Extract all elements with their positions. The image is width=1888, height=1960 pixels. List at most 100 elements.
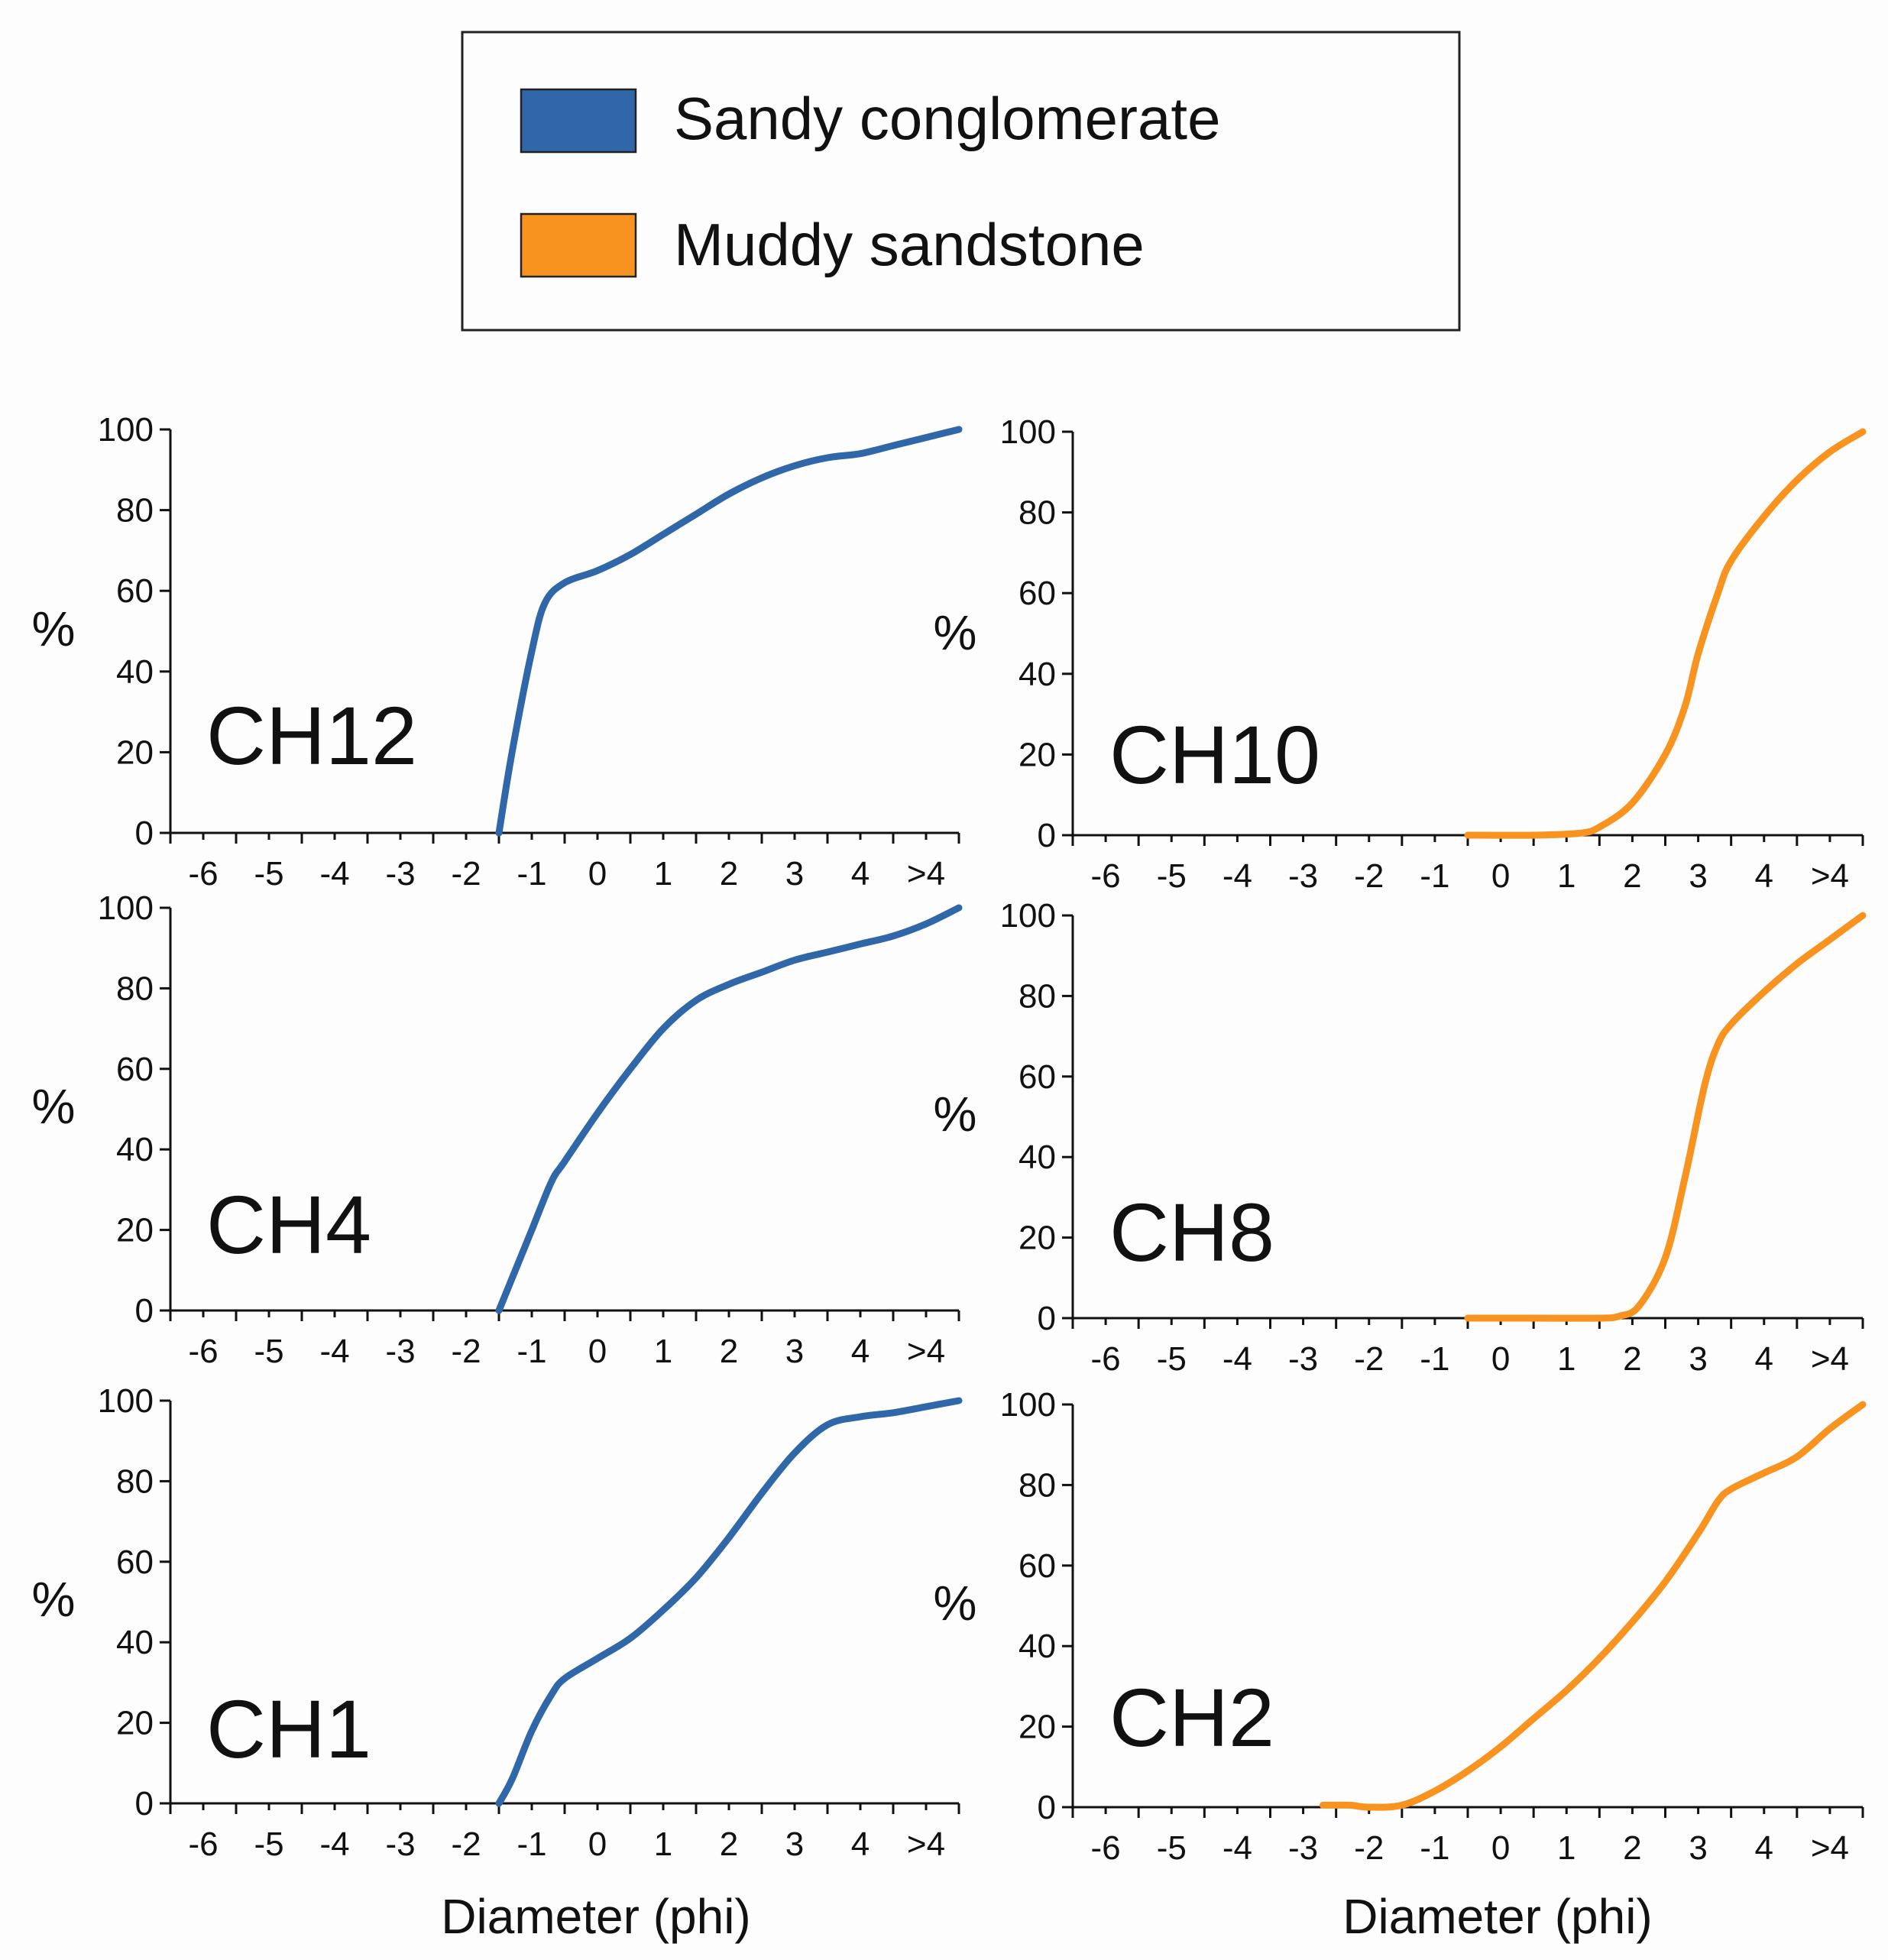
y-tick-label: 60 [1018, 1058, 1056, 1096]
x-tick-label: -5 [1157, 1340, 1187, 1378]
x-axis-label: Diameter (phi) [1342, 1889, 1652, 1944]
x-tick-label: 4 [1755, 857, 1773, 895]
y-tick-label: 0 [135, 815, 154, 852]
x-tick-label: -3 [385, 1826, 415, 1863]
x-tick-label: -4 [319, 1826, 349, 1863]
x-tick-label: -4 [1223, 1340, 1252, 1378]
x-tick-label: -4 [1223, 857, 1252, 895]
x-tick-label: -5 [254, 1333, 283, 1370]
y-tick-label: 20 [116, 1212, 154, 1249]
x-tick-label: -6 [188, 1826, 218, 1863]
y-tick-label: 0 [1038, 817, 1056, 854]
x-tick-label: -3 [385, 855, 415, 893]
y-axis-label: % [934, 1576, 977, 1631]
panel-ch2: 0 20 40 60 80 100 -6 -5 -4 -3 -2 -1 0 1 2 3 4 >4% CH2 Diame… [934, 1386, 1867, 1944]
y-tick-label: 80 [1018, 494, 1056, 532]
y-tick-label: 40 [116, 653, 154, 691]
sample-label-ch8: CH8 [1109, 1186, 1274, 1278]
x-tick-label: >4 [1811, 857, 1849, 895]
y-tick-label: 80 [116, 492, 154, 530]
sample-label-ch4: CH4 [206, 1178, 371, 1271]
x-tick-label: -2 [451, 1826, 481, 1863]
panel-ch12: 0 20 40 60 80 100 -6 -5 -4 -3 -2 -1 0 1 2 3 4 >4% CH12 [32, 411, 963, 893]
x-tick-label: -3 [1288, 1829, 1318, 1867]
x-tick-label: 1 [654, 1826, 672, 1863]
x-tick-label: 2 [720, 1826, 738, 1863]
y-tick-label: 20 [1018, 1220, 1056, 1257]
x-tick-label: -1 [1420, 1829, 1449, 1867]
x-tick-label: -1 [517, 1333, 546, 1370]
y-tick-label: 100 [1000, 897, 1056, 935]
x-tick-label: >4 [1811, 1829, 1849, 1867]
y-axis-label: % [32, 601, 76, 656]
y-tick-label: 80 [1018, 977, 1056, 1015]
x-tick-label: -6 [188, 855, 218, 893]
panel-ch1: 0 20 40 60 80 100 -6 -5 -4 -3 -2 -1 0 1 2 3 4 >4% CH1 Diame… [32, 1382, 963, 1944]
y-tick-label: 40 [1018, 1139, 1056, 1176]
x-tick-label: -3 [1288, 857, 1318, 895]
y-tick-label: 100 [98, 1382, 154, 1420]
y-tick-label: 60 [116, 572, 154, 610]
y-tick-label: 40 [116, 1624, 154, 1661]
y-tick-label: 60 [1018, 1547, 1056, 1585]
x-tick-label: -5 [1157, 857, 1187, 895]
series-line-ch4 [495, 904, 963, 1314]
x-tick-label: -2 [1354, 857, 1384, 895]
x-tick-label: 1 [1557, 857, 1575, 895]
panel-ch4: 0 20 40 60 80 100 -6 -5 -4 -3 -2 -1 0 1 2 3 4 >4% CH4 [32, 889, 963, 1370]
sample-label-ch10: CH10 [1109, 708, 1320, 801]
x-tick-label: -3 [385, 1333, 415, 1370]
x-tick-label: 3 [1689, 857, 1707, 895]
x-tick-label: >4 [907, 1826, 945, 1863]
y-tick-label: 0 [135, 1785, 154, 1822]
x-tick-label: -6 [188, 1333, 218, 1370]
x-tick-label: -5 [254, 1826, 283, 1863]
x-tick-label: 0 [1491, 857, 1510, 895]
series-line-ch1 [495, 1397, 963, 1807]
series-line-ch8 [1464, 912, 1867, 1322]
x-tick-label: -1 [1420, 1340, 1449, 1378]
y-tick-label: 0 [1038, 1789, 1056, 1826]
y-tick-label: 80 [116, 1463, 154, 1500]
x-tick-label: 3 [785, 1333, 804, 1370]
x-tick-label: 1 [1557, 1829, 1575, 1867]
x-tick-label: -1 [517, 1826, 546, 1863]
x-tick-label: -5 [254, 855, 283, 893]
y-tick-label: 20 [1018, 736, 1056, 773]
x-tick-label: -3 [1288, 1340, 1318, 1378]
x-tick-label: -4 [319, 1333, 349, 1370]
sample-label-ch12: CH12 [206, 689, 417, 782]
y-axis-label: % [32, 1572, 76, 1627]
x-tick-label: -4 [1223, 1829, 1252, 1867]
x-axis-label: Diameter (phi) [441, 1889, 750, 1944]
x-tick-label: 0 [1491, 1829, 1510, 1867]
x-tick-label: 2 [1623, 857, 1641, 895]
panel-ch10: 0 20 40 60 80 100 -6 -5 -4 -3 -2 -1 0 1 2 3 4 >4% CH10 [934, 413, 1867, 895]
y-tick-label: 0 [1038, 1300, 1056, 1337]
x-tick-label: 3 [785, 855, 804, 893]
y-tick-label: 100 [98, 411, 154, 449]
x-tick-label: >4 [907, 1333, 945, 1370]
y-tick-label: 60 [116, 1544, 154, 1581]
legend-swatch-muddy-sandstone [520, 212, 637, 278]
x-tick-label: >4 [1811, 1340, 1849, 1378]
x-tick-label: -2 [451, 855, 481, 893]
x-tick-label: -6 [1091, 1829, 1121, 1867]
x-tick-label: 0 [588, 855, 607, 893]
x-tick-label: 4 [1755, 1829, 1773, 1867]
x-tick-label: 0 [588, 1826, 607, 1863]
y-tick-label: 0 [135, 1292, 154, 1330]
x-tick-label: -4 [319, 855, 349, 893]
x-tick-label: -6 [1091, 1340, 1121, 1378]
y-tick-label: 100 [1000, 413, 1056, 451]
x-tick-label: 3 [785, 1826, 804, 1863]
y-tick-label: 20 [1018, 1709, 1056, 1746]
x-tick-label: 2 [1623, 1340, 1641, 1378]
y-tick-label: 100 [1000, 1386, 1056, 1424]
legend-label-sandy-conglomerate: Sandy conglomerate [674, 85, 1220, 152]
sample-label-ch1: CH1 [206, 1683, 371, 1775]
legend-label-muddy-sandstone: Muddy sandstone [674, 211, 1145, 278]
x-tick-label: -2 [1354, 1829, 1384, 1867]
x-tick-label: -2 [1354, 1340, 1384, 1378]
